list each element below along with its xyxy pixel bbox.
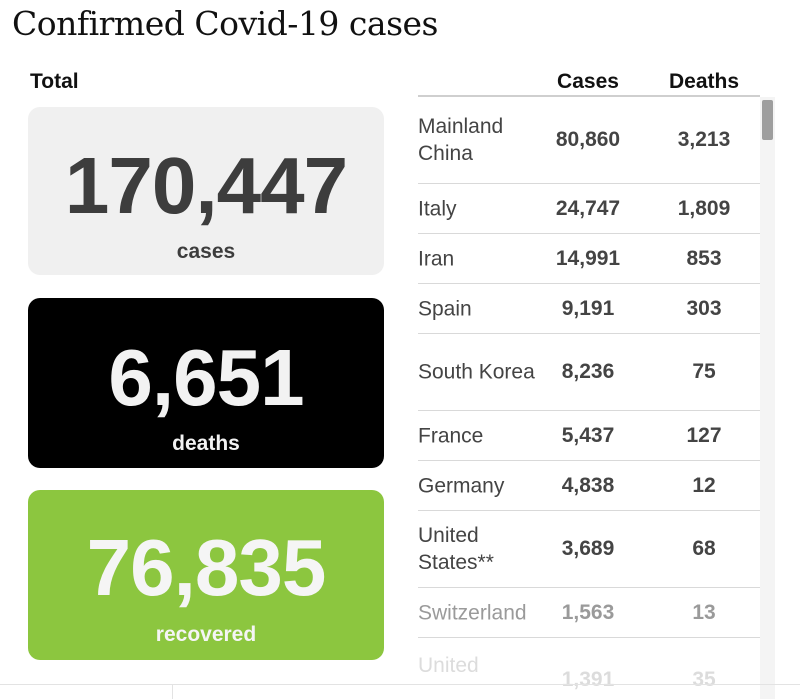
table-row: South Korea 8,236 75 — [418, 334, 760, 411]
deaths-total-value: 6,651 — [108, 333, 304, 422]
deaths-total-label: deaths — [172, 432, 240, 455]
country-deaths: 13 — [692, 600, 716, 624]
country-name: France — [418, 424, 484, 447]
total-label: Total — [30, 70, 79, 93]
country-deaths: 12 — [692, 473, 716, 497]
country-cases: 3,689 — [561, 537, 615, 560]
country-name: South Korea — [418, 360, 535, 384]
scrollbar-thumb[interactable] — [762, 100, 773, 140]
country-cases: 8,236 — [561, 360, 615, 383]
table-row: United States** 3,689 68 — [418, 511, 760, 588]
country-cases: 1,391 — [561, 668, 615, 691]
recovered-total-label: recovered — [155, 623, 257, 646]
table-row: Spain 9,191 303 — [418, 284, 760, 334]
country-name: Mainland China — [418, 115, 504, 165]
table-row: United 1,391 35 — [418, 638, 760, 699]
table-row: Italy 24,747 1,809 — [418, 184, 760, 234]
footer-divider-tick — [172, 684, 173, 699]
column-header-deaths: Deaths — [668, 70, 740, 93]
country-deaths: 303 — [686, 296, 722, 320]
country-deaths: 1,809 — [677, 196, 731, 220]
country-cases: 4,838 — [561, 473, 615, 497]
country-cases: 1,563 — [561, 600, 615, 624]
table-row: Iran 14,991 853 — [418, 234, 760, 284]
cases-card — [28, 107, 384, 275]
table-row: France 5,437 127 — [418, 411, 760, 461]
recovered-card — [28, 490, 384, 660]
cases-total-value: 170,447 — [64, 141, 348, 230]
country-cases: 24,747 — [555, 196, 621, 220]
column-header-cases: Cases — [557, 70, 619, 93]
table-row: Germany 4,838 12 — [418, 461, 760, 511]
cases-total-label: cases — [176, 240, 236, 263]
footer-divider — [0, 684, 800, 685]
table-header-divider — [418, 95, 760, 97]
country-deaths: 68 — [692, 537, 716, 560]
country-name: Italy — [418, 197, 457, 220]
country-deaths: 75 — [692, 360, 716, 383]
table-row: Mainland China 80,860 3,213 — [418, 97, 760, 184]
country-deaths: 127 — [686, 423, 722, 447]
country-cases: 5,437 — [561, 423, 615, 447]
country-deaths: 853 — [686, 246, 722, 270]
country-name: United — [418, 654, 479, 677]
table-scrollbar[interactable] — [760, 97, 775, 699]
country-cases: 80,860 — [555, 128, 621, 151]
deaths-card — [28, 298, 384, 468]
country-deaths: 35 — [692, 668, 716, 691]
country-name: Germany — [418, 474, 505, 497]
country-cases: 14,991 — [555, 246, 621, 270]
country-deaths: 3,213 — [677, 128, 731, 151]
country-name: Iran — [418, 247, 455, 270]
country-name: Switzerland — [418, 601, 527, 624]
country-name: Spain — [418, 297, 472, 320]
table-row: Switzerland 1,563 13 — [418, 588, 760, 638]
country-name: United States** — [418, 524, 494, 574]
page-title: Confirmed Covid-19 cases — [12, 4, 438, 43]
country-cases: 9,191 — [561, 296, 615, 320]
recovered-total-value: 76,835 — [86, 523, 327, 612]
country-table[interactable]: Mainland China 80,860 3,213 Italy 24,747… — [418, 97, 760, 699]
